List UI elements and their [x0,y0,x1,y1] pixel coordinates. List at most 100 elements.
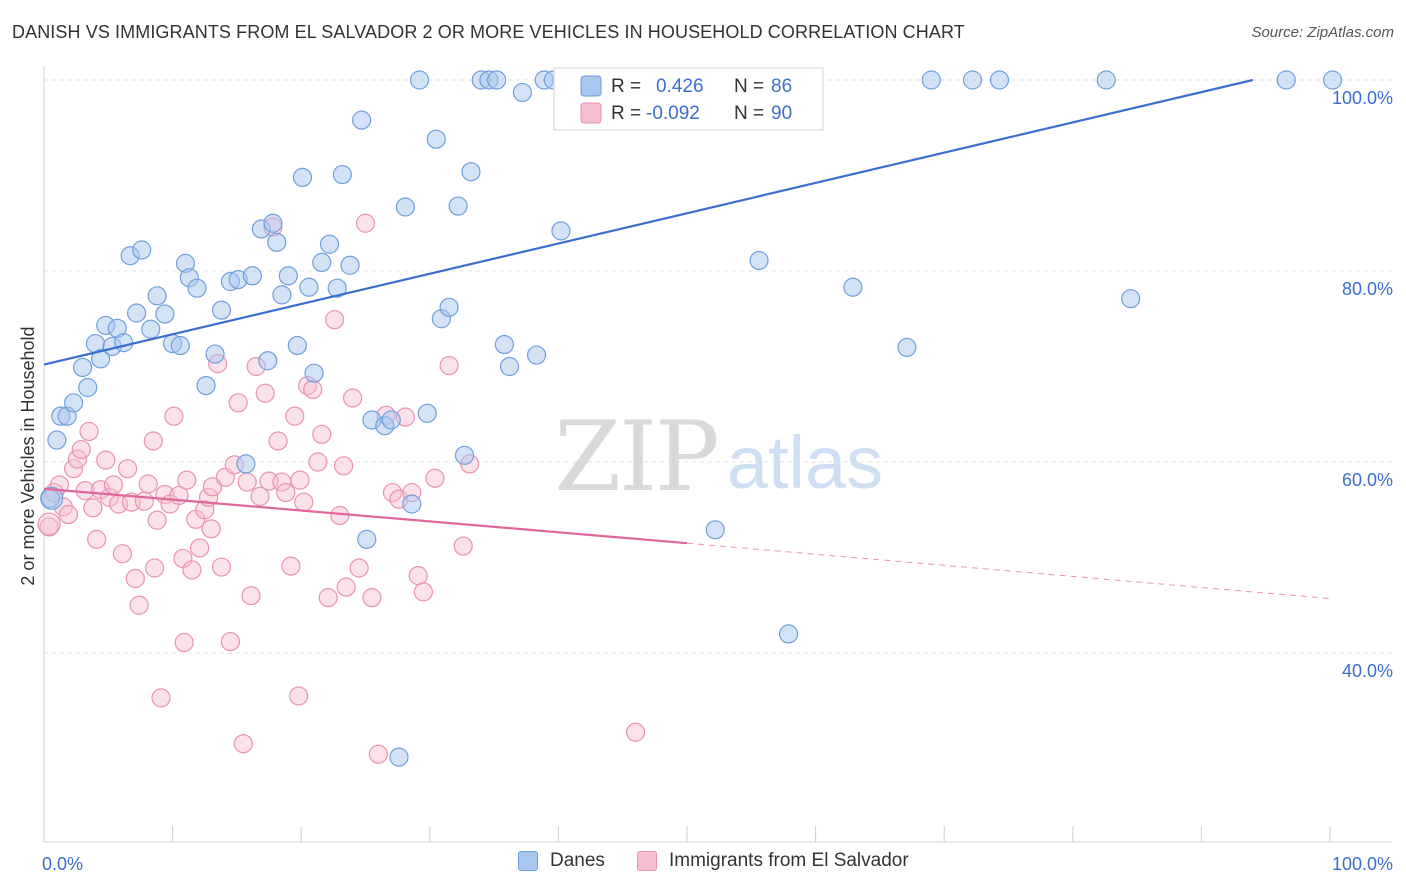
danes-point-51 [389,747,409,767]
stats-n-value-salv: 90 [771,103,792,124]
y-tick-label-2: 80.0% [1342,279,1393,299]
danes-point-65 [494,334,514,355]
salv-point-0 [39,517,59,537]
danes-point-42 [319,234,340,254]
salv-point-36 [195,500,215,520]
salv-point-21 [129,595,149,615]
salv-point-42 [220,631,241,652]
salv-point-84 [625,722,646,742]
salv-point-61 [303,379,323,400]
danes-point-82 [897,337,917,357]
danes-point-23 [187,278,207,298]
danes-point-20 [170,335,190,356]
salv-point-45 [233,734,253,754]
salv-point-11 [87,529,107,549]
danes-point-71 [551,221,571,241]
danes-point-47 [357,529,377,549]
salv-point-88 [144,558,165,578]
salv-point-35 [190,538,210,558]
danes-point-8 [90,349,111,369]
salv-point-29 [164,406,184,426]
danes-point-60 [454,445,475,465]
danes-point-81 [843,277,863,297]
salv-point-33 [182,560,202,580]
stats-legend: R = 0.426 N = 86 R = -0.092 N = 90 [553,67,824,131]
danes-point-43 [327,278,347,298]
danes-point-16 [141,319,161,339]
danes-point-85 [1276,70,1296,90]
danes-point-34 [267,232,287,252]
danes-point-64 [487,70,507,90]
salv-point-68 [343,388,363,408]
danes-point-58 [439,297,459,317]
danes-point-37 [287,335,307,356]
danes-point-56 [426,129,446,149]
salv-point-5 [63,459,84,479]
salv-point-57 [285,406,305,426]
tick-labels: 40.0% 60.0% 80.0% 100.0% 0.0% 100.0% [42,88,1393,874]
danes-point-89 [989,70,1010,90]
salv-trend-line-extension [686,542,1331,600]
salv-point-56 [281,556,301,576]
salv-point-87 [201,519,221,539]
salv-point-67 [336,577,356,597]
salv-point-6 [67,449,88,469]
danes-point-40 [304,363,324,383]
salv-point-26 [151,688,171,708]
source-credit: Source: ZipAtlas.com [1251,24,1394,41]
salv-point-22 [134,491,154,511]
y-tick-label-3: 100.0% [1332,88,1393,108]
salv-trend-line [43,487,688,545]
danes-point-78 [705,520,725,540]
danes-point-84 [962,70,983,90]
stats-r-value-danes: 0.426 [656,76,704,97]
salv-point-70 [355,213,376,233]
salv-point-78 [408,566,428,586]
danes-point-33 [263,213,283,233]
stats-legend-danes-swatch [580,75,602,97]
danes-point-24 [196,376,216,396]
stats-n-label-salv: N = [734,103,764,124]
salv-point-38 [202,477,223,497]
danes-point-88 [1121,289,1141,309]
salv-point-17 [112,544,133,564]
danes-point-86 [1322,70,1343,90]
y-axis-label: 2 or more Vehicles in Household [18,326,38,585]
series-danes-points [40,70,1343,767]
salv-point-71 [362,588,382,608]
salv-point-79 [413,582,433,602]
danes-point-36 [278,266,298,286]
salv-point-44 [228,393,248,413]
salv-point-20 [125,568,145,589]
stats-n-label-danes: N = [734,76,764,97]
danes-point-79 [749,250,769,271]
danes-point-45 [340,255,360,275]
stats-legend-salv-swatch [580,102,602,124]
danes-point-25 [205,344,225,364]
salv-point-32 [177,470,197,490]
salv-point-large [37,512,61,536]
salv-point-59 [294,492,314,512]
danes-point-15 [132,240,152,260]
danes-point-55 [417,403,437,423]
danes-point-59 [448,196,468,216]
salv-point-80 [425,468,445,488]
trend-lines [43,78,1331,600]
salv-point-72 [368,744,388,764]
danes-trend-line [43,78,1254,366]
salv-point-7 [71,439,91,460]
danes-point-4 [63,393,84,413]
salv-point-50 [255,383,275,403]
legend-item-el-salvador: Immigrants from El Salvador [637,850,909,872]
salv-point-4 [58,504,79,525]
salv-point-53 [268,431,288,451]
salv-point-46 [237,472,257,492]
salv-point-25 [147,510,167,530]
danes-point-61 [461,162,481,182]
salv-point-85 [334,456,354,476]
salv-point-65 [325,310,345,330]
danes-point-41 [312,252,332,273]
danes-point-50 [381,410,401,430]
danes-point-52 [395,197,415,217]
